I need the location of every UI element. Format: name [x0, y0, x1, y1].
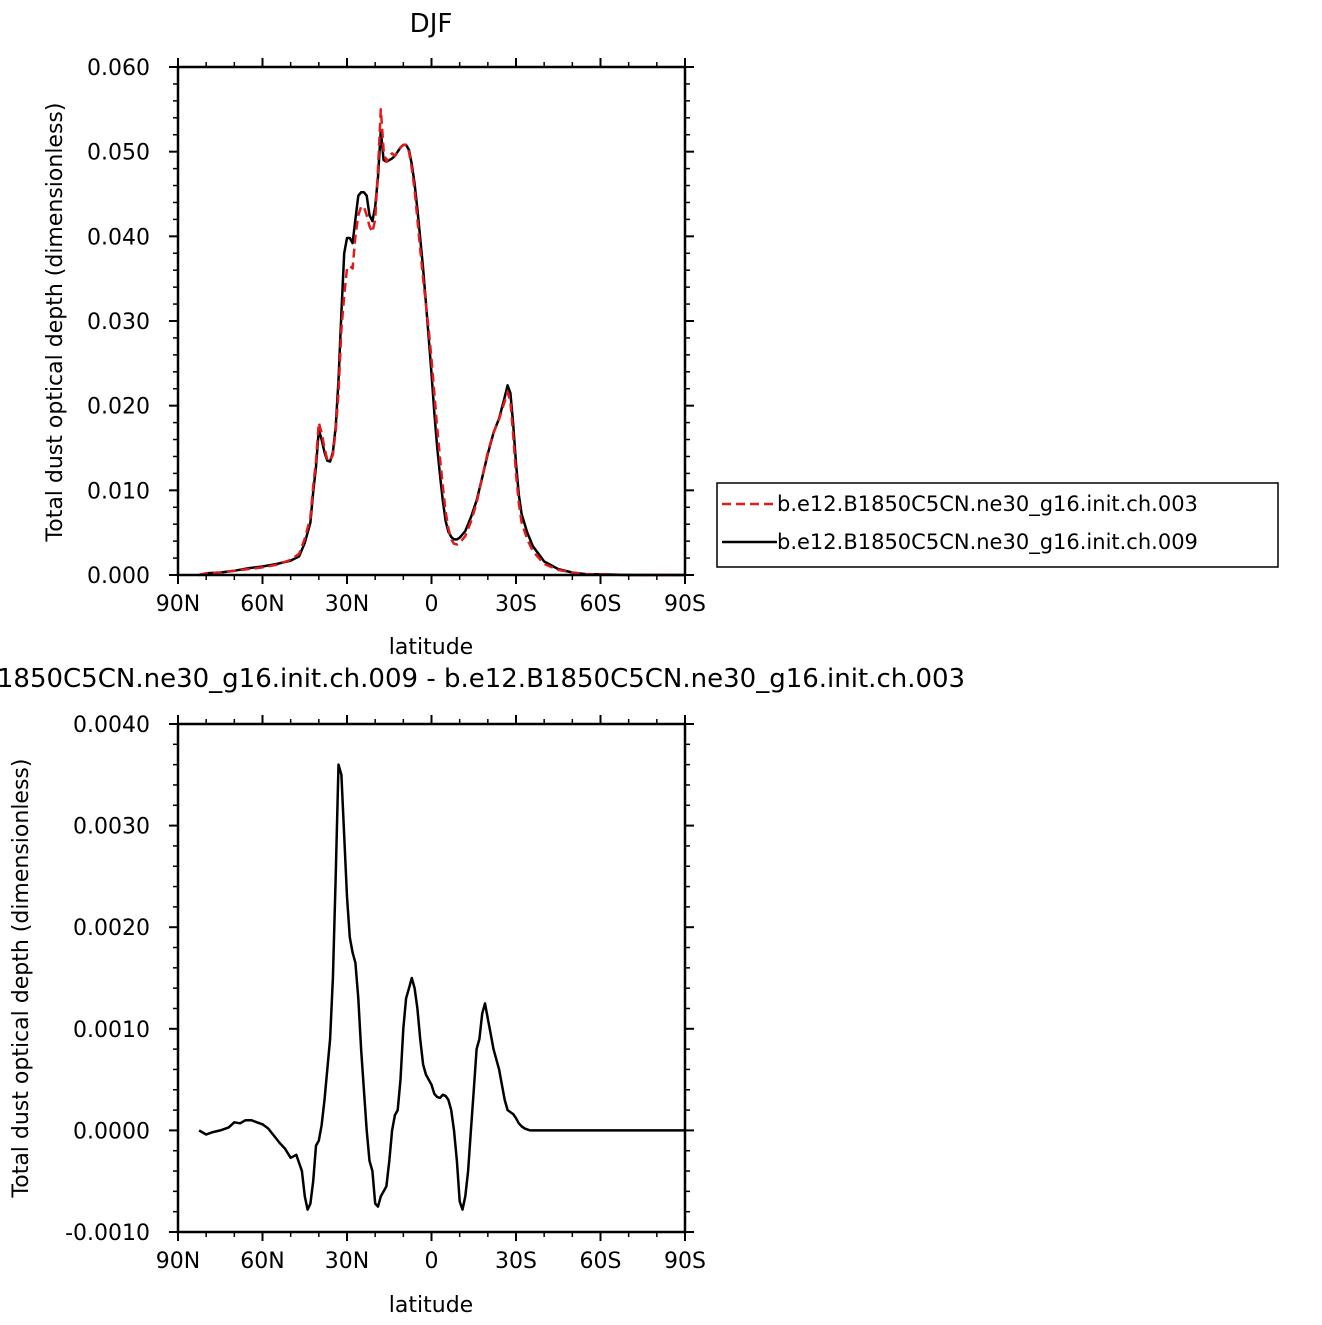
top-ticks: 90N 60N 30N 0 30S 60S 90S 0.000 0.010 0.020 0.030 0…	[87, 56, 706, 617]
bottom-chart-title: b.e12.B1850C5CN.ne30_g16.init.ch.009 - b…	[0, 664, 965, 694]
top-x-tick-label: 60N	[240, 592, 284, 617]
bottom-y-tick-label: 0.0020	[73, 916, 150, 941]
bottom-x-tick-label: 30S	[495, 1249, 537, 1274]
top-panel: DJF Total dust optical depth (dimensionl…	[43, 9, 1279, 660]
bottom-y-tick-label: 0.0040	[73, 713, 150, 738]
bottom-plot-frame	[176, 722, 687, 1234]
top-x-tick-label: 30N	[325, 592, 369, 617]
legend-box	[716, 482, 1279, 568]
legend: b.e12.B1850C5CN.ne30_g16.init.ch.003 b.e…	[716, 482, 1279, 568]
bottom-y-tick-label: -0.0010	[65, 1221, 150, 1246]
legend-label-009: b.e12.B1850C5CN.ne30_g16.init.ch.009	[777, 530, 1198, 555]
legend-label-003: b.e12.B1850C5CN.ne30_g16.init.ch.003	[777, 492, 1198, 517]
bottom-x-tick-label: 90N	[156, 1249, 200, 1274]
bottom-series-line-0	[198, 763, 685, 1211]
bottom-ticks: 90N 60N 30N 0 30S 60S 90S -0.0010 0.0000 0.0010 0.…	[65, 713, 706, 1274]
top-y-tick-label: 0.040	[87, 225, 150, 250]
top-x-tick-label: 90S	[664, 592, 706, 617]
top-y-axis-label: Total dust optical depth (dimensionless)	[43, 103, 68, 543]
top-y-tick-label: 0.030	[87, 310, 150, 335]
top-y-tick-label: 0.010	[87, 479, 150, 504]
bottom-x-tick-label: 30N	[325, 1249, 369, 1274]
top-x-tick-label: 0	[425, 592, 439, 617]
top-x-tick-label: 60S	[580, 592, 622, 617]
top-x-tick-label: 30S	[495, 592, 537, 617]
bottom-x-axis-label: latitude	[389, 1293, 473, 1318]
bottom-series	[198, 763, 685, 1211]
bottom-x-tick-label: 90S	[664, 1249, 706, 1274]
top-y-tick-label: 0.020	[87, 395, 150, 420]
bottom-y-tick-label: 0.0030	[73, 815, 150, 840]
top-x-axis-label: latitude	[389, 635, 473, 660]
bottom-x-tick-label: 60N	[240, 1249, 284, 1274]
top-chart-title: DJF	[410, 9, 453, 39]
top-series-line-1	[198, 129, 685, 577]
bottom-x-tick-label: 60S	[580, 1249, 622, 1274]
top-x-tick-label: 90N	[156, 592, 200, 617]
top-series	[198, 108, 685, 577]
top-y-tick-label: 0.050	[87, 141, 150, 166]
bottom-y-tick-label: 0.0000	[73, 1119, 150, 1144]
top-y-tick-label: 0.000	[87, 564, 150, 589]
top-series-line-0	[198, 108, 685, 577]
top-y-tick-label: 0.060	[87, 56, 150, 81]
bottom-y-tick-label: 0.0010	[73, 1018, 150, 1043]
bottom-x-tick-label: 0	[425, 1249, 439, 1274]
top-plot-frame	[176, 65, 687, 577]
bottom-panel: b.e12.B1850C5CN.ne30_g16.init.ch.009 - b…	[0, 664, 965, 1318]
bottom-y-axis-label: Total dust optical depth (dimensionless)	[9, 759, 34, 1199]
